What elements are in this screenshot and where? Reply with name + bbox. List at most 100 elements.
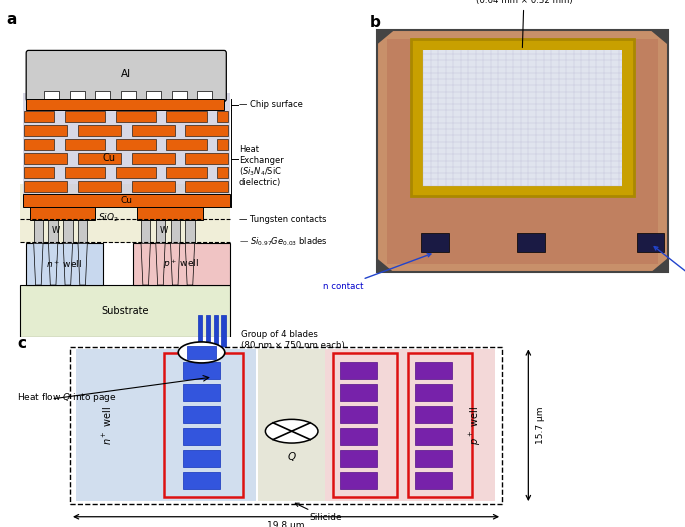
- FancyBboxPatch shape: [387, 39, 658, 264]
- FancyBboxPatch shape: [185, 125, 228, 135]
- FancyBboxPatch shape: [49, 220, 58, 242]
- Text: $n^+$ well: $n^+$ well: [47, 258, 83, 270]
- Text: — Chip surface: — Chip surface: [239, 100, 303, 109]
- FancyBboxPatch shape: [340, 384, 377, 401]
- FancyBboxPatch shape: [132, 181, 175, 192]
- FancyBboxPatch shape: [166, 139, 207, 150]
- FancyBboxPatch shape: [95, 91, 110, 100]
- Text: Cu: Cu: [121, 196, 132, 205]
- Text: a: a: [7, 12, 17, 27]
- Text: ($Si_3N_4$/SiC: ($Si_3N_4$/SiC: [239, 165, 282, 178]
- FancyBboxPatch shape: [64, 139, 105, 150]
- FancyBboxPatch shape: [171, 220, 180, 242]
- FancyBboxPatch shape: [185, 153, 228, 164]
- FancyBboxPatch shape: [34, 220, 43, 242]
- FancyBboxPatch shape: [183, 472, 221, 489]
- Polygon shape: [651, 258, 668, 272]
- Text: 15.7 μm: 15.7 μm: [536, 406, 545, 444]
- FancyBboxPatch shape: [24, 111, 54, 122]
- FancyBboxPatch shape: [24, 153, 67, 164]
- FancyBboxPatch shape: [183, 450, 221, 467]
- FancyBboxPatch shape: [217, 167, 228, 178]
- FancyBboxPatch shape: [217, 111, 228, 122]
- Polygon shape: [78, 242, 87, 285]
- FancyBboxPatch shape: [415, 428, 453, 445]
- FancyBboxPatch shape: [340, 406, 377, 423]
- FancyBboxPatch shape: [185, 220, 195, 242]
- FancyBboxPatch shape: [25, 242, 103, 285]
- Text: — Tungsten contacts: — Tungsten contacts: [239, 214, 327, 223]
- FancyBboxPatch shape: [340, 428, 377, 445]
- Text: Al: Al: [121, 69, 132, 79]
- FancyBboxPatch shape: [166, 167, 207, 178]
- Text: n contact: n contact: [323, 253, 431, 291]
- FancyBboxPatch shape: [415, 362, 453, 379]
- FancyBboxPatch shape: [423, 51, 622, 186]
- FancyBboxPatch shape: [116, 111, 155, 122]
- FancyBboxPatch shape: [340, 450, 377, 467]
- FancyBboxPatch shape: [147, 91, 161, 100]
- Text: Silicide: Silicide: [295, 503, 342, 522]
- FancyBboxPatch shape: [24, 125, 67, 135]
- FancyBboxPatch shape: [78, 220, 87, 242]
- FancyBboxPatch shape: [132, 153, 175, 164]
- FancyBboxPatch shape: [24, 139, 54, 150]
- FancyBboxPatch shape: [75, 349, 256, 502]
- FancyBboxPatch shape: [25, 99, 224, 110]
- FancyBboxPatch shape: [185, 181, 228, 192]
- Text: Heat: Heat: [239, 145, 259, 154]
- FancyBboxPatch shape: [64, 111, 105, 122]
- FancyBboxPatch shape: [133, 242, 229, 285]
- FancyBboxPatch shape: [637, 232, 664, 252]
- Polygon shape: [377, 31, 394, 45]
- FancyBboxPatch shape: [340, 362, 377, 379]
- FancyBboxPatch shape: [155, 220, 165, 242]
- Polygon shape: [185, 242, 195, 285]
- FancyBboxPatch shape: [183, 362, 221, 379]
- Polygon shape: [377, 258, 394, 272]
- FancyBboxPatch shape: [23, 193, 229, 207]
- FancyBboxPatch shape: [214, 315, 218, 367]
- FancyBboxPatch shape: [26, 51, 226, 101]
- FancyBboxPatch shape: [24, 181, 67, 192]
- FancyBboxPatch shape: [116, 167, 155, 178]
- FancyBboxPatch shape: [70, 91, 85, 100]
- FancyBboxPatch shape: [21, 184, 229, 242]
- Text: W: W: [160, 226, 168, 235]
- FancyBboxPatch shape: [166, 111, 207, 122]
- FancyBboxPatch shape: [415, 406, 453, 423]
- Text: — $Si_{0.97}Ge_{0.03}$ blades: — $Si_{0.97}Ge_{0.03}$ blades: [239, 236, 327, 248]
- FancyBboxPatch shape: [206, 315, 210, 367]
- FancyBboxPatch shape: [63, 220, 73, 242]
- FancyBboxPatch shape: [183, 406, 221, 423]
- Text: 19.8 μm: 19.8 μm: [267, 521, 305, 527]
- FancyBboxPatch shape: [340, 472, 377, 489]
- FancyBboxPatch shape: [415, 450, 453, 467]
- Text: $SiO_2$: $SiO_2$: [99, 212, 119, 225]
- Text: W: W: [51, 226, 60, 235]
- FancyBboxPatch shape: [172, 91, 186, 100]
- FancyBboxPatch shape: [132, 125, 175, 135]
- Polygon shape: [141, 242, 151, 285]
- Text: Heat flow $Q$ into page: Heat flow $Q$ into page: [17, 391, 117, 404]
- FancyBboxPatch shape: [517, 232, 545, 252]
- Polygon shape: [155, 242, 165, 285]
- FancyBboxPatch shape: [121, 91, 136, 100]
- Text: Group of 4 blades
(80 nm × 750 nm each): Group of 4 blades (80 nm × 750 nm each): [241, 330, 345, 349]
- Circle shape: [178, 342, 225, 363]
- FancyBboxPatch shape: [24, 167, 54, 178]
- FancyBboxPatch shape: [198, 315, 203, 367]
- FancyBboxPatch shape: [183, 428, 221, 445]
- FancyBboxPatch shape: [421, 232, 449, 252]
- Polygon shape: [171, 242, 180, 285]
- Polygon shape: [49, 242, 58, 285]
- Text: b: b: [370, 15, 381, 30]
- FancyBboxPatch shape: [221, 315, 226, 367]
- FancyBboxPatch shape: [137, 207, 203, 220]
- FancyBboxPatch shape: [217, 139, 228, 150]
- FancyBboxPatch shape: [325, 349, 495, 502]
- Text: $p^+$ well: $p^+$ well: [468, 406, 484, 445]
- Text: Cu: Cu: [102, 153, 115, 162]
- FancyBboxPatch shape: [141, 220, 151, 242]
- FancyBboxPatch shape: [70, 347, 502, 504]
